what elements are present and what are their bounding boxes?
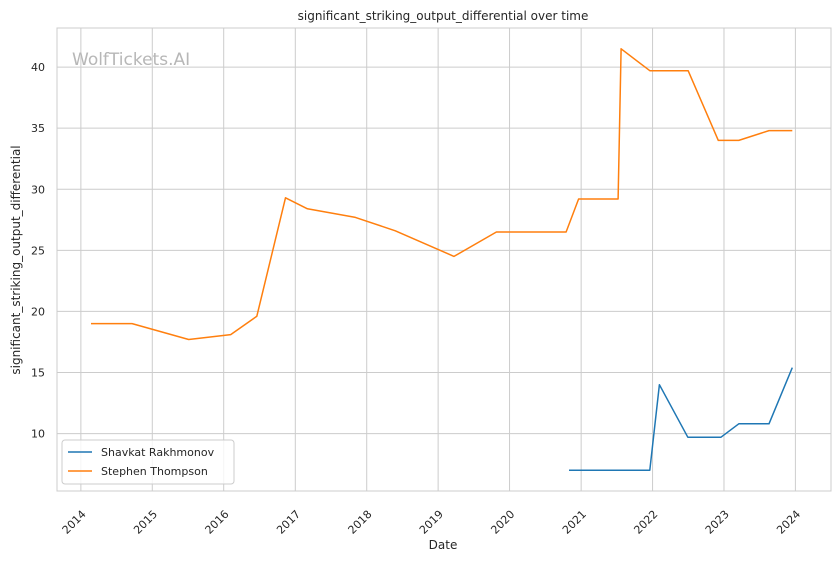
y-tick-label: 25	[31, 244, 45, 257]
plot-area	[57, 28, 831, 491]
chart-title: significant_striking_output_differential…	[298, 9, 589, 23]
series-line-stephen-thompson	[91, 48, 793, 341]
series-line-shavkat-rakhmonov	[569, 367, 793, 471]
y-tick-label: 35	[31, 122, 45, 135]
y-axis-ticks: 10 15 20 25 30 35 40	[31, 61, 45, 440]
y-tick-label: 30	[31, 183, 45, 196]
series-lines	[91, 48, 793, 471]
y-tick-label: 10	[31, 428, 45, 441]
y-tick-label: 20	[31, 305, 45, 318]
legend-label-stephen-thompson: Stephen Thompson	[101, 465, 208, 478]
y-tick-label: 40	[31, 61, 45, 74]
watermark-text: WolfTickets.AI	[72, 50, 190, 70]
grid-lines	[57, 28, 831, 491]
plot-frame	[56, 27, 832, 492]
x-axis-title: Date	[429, 538, 458, 552]
legend-label-shavkat-rakhmonov: Shavkat Rakhmonov	[101, 446, 215, 459]
legend: Shavkat Rakhmonov Stephen Thompson	[61, 439, 235, 485]
y-axis-title: significant_striking_output_differential	[9, 145, 23, 374]
legend-box	[61, 439, 235, 485]
y-tick-label: 15	[31, 367, 45, 380]
